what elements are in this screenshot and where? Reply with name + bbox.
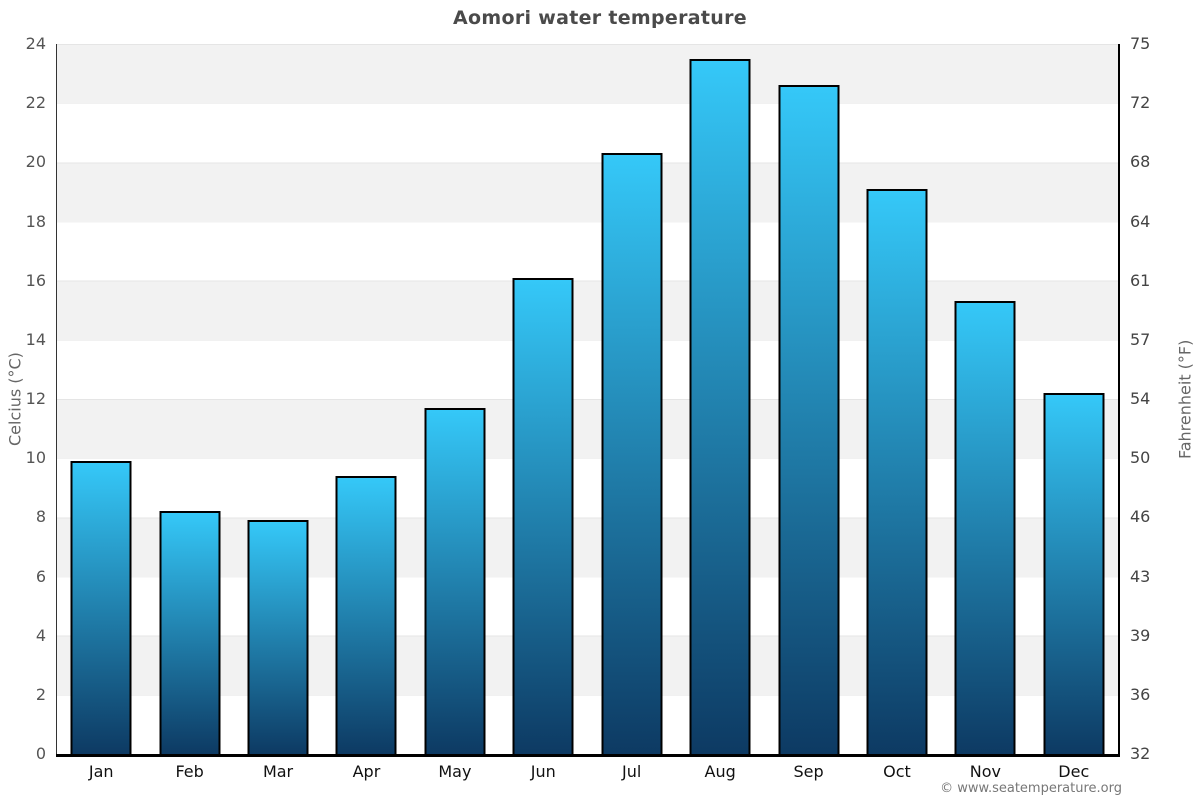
plot-area: 0 32 2 36 4 39 6 43 8 46 10 50 12 54 14 57 16 61 18 64 20 68 2… xyxy=(26,36,1151,780)
y-tick-celsius-18: 18 xyxy=(25,211,46,231)
y-axis-line-left xyxy=(56,44,57,757)
y-tick-celsius-22: 22 xyxy=(25,93,46,113)
y-tick-fahrenheit-39: 39 xyxy=(1130,625,1151,645)
bar-feb xyxy=(159,511,221,754)
x-tick-aug: Aug xyxy=(704,762,736,781)
bar-aug xyxy=(689,58,751,754)
y-axis-title-fahrenheit: Fahrenheit (°F) xyxy=(1175,339,1195,459)
x-tick-jan: Jan xyxy=(88,762,114,781)
x-tick-mar: Mar xyxy=(262,762,294,781)
x-tick-apr: Apr xyxy=(352,762,381,781)
bar-oct xyxy=(866,188,928,754)
bar-jun xyxy=(512,277,574,754)
y-tick-celsius-8: 8 xyxy=(35,507,46,527)
x-tick-sep: Sep xyxy=(793,762,824,781)
y-tick-celsius-12: 12 xyxy=(25,389,46,408)
y-tick-celsius-16: 16 xyxy=(25,270,46,290)
bar-may xyxy=(424,407,486,754)
bar-sep xyxy=(778,85,840,754)
x-tick-jul: Jul xyxy=(622,762,642,781)
bar-nov xyxy=(954,301,1016,754)
y-tick-fahrenheit-46: 46 xyxy=(1130,507,1151,527)
y-axis-title-celsius: Celcius (°C) xyxy=(5,352,25,446)
y-tick-celsius-10: 10 xyxy=(25,448,46,468)
x-tick-jun: Jun xyxy=(530,762,556,781)
y-tick-fahrenheit-75: 75 xyxy=(1130,34,1151,53)
bar-mar xyxy=(247,520,309,754)
y-tick-fahrenheit-36: 36 xyxy=(1130,684,1151,704)
x-tick-nov: Nov xyxy=(969,762,1001,781)
y-tick-fahrenheit-32: 32 xyxy=(1130,744,1151,763)
x-tick-dec: Dec xyxy=(1058,762,1090,781)
y-tick-celsius-2: 2 xyxy=(35,684,46,704)
y-tick-fahrenheit-68: 68 xyxy=(1130,152,1151,172)
x-tick-feb: Feb xyxy=(175,762,204,781)
x-tick-may: May xyxy=(438,762,472,781)
y-tick-fahrenheit-50: 50 xyxy=(1130,448,1151,468)
y-tick-celsius-14: 14 xyxy=(25,329,46,349)
y-tick-fahrenheit-57: 57 xyxy=(1130,329,1151,349)
y-tick-fahrenheit-64: 64 xyxy=(1130,211,1151,231)
y-axis-line-right xyxy=(1118,44,1120,757)
y-tick-fahrenheit-43: 43 xyxy=(1130,566,1151,586)
bar-jan xyxy=(70,461,132,754)
bar-jul xyxy=(601,153,663,754)
y-tick-celsius-6: 6 xyxy=(35,566,46,586)
y-tick-fahrenheit-54: 54 xyxy=(1130,389,1151,408)
y-tick-celsius-20: 20 xyxy=(25,152,46,172)
bar-apr xyxy=(335,475,397,754)
y-tick-celsius-0: 0 xyxy=(35,744,46,763)
y-tick-celsius-4: 4 xyxy=(35,625,46,645)
chart-title: Aomori water temperature xyxy=(453,7,747,29)
bar-dec xyxy=(1043,393,1105,754)
y-tick-celsius-24: 24 xyxy=(25,34,46,53)
y-tick-fahrenheit-61: 61 xyxy=(1130,270,1151,290)
copyright-credit: © www.seatemperature.org xyxy=(940,781,1122,796)
x-axis-line xyxy=(56,754,1120,757)
y-tick-fahrenheit-72: 72 xyxy=(1130,93,1151,113)
x-tick-oct: Oct xyxy=(883,762,911,781)
